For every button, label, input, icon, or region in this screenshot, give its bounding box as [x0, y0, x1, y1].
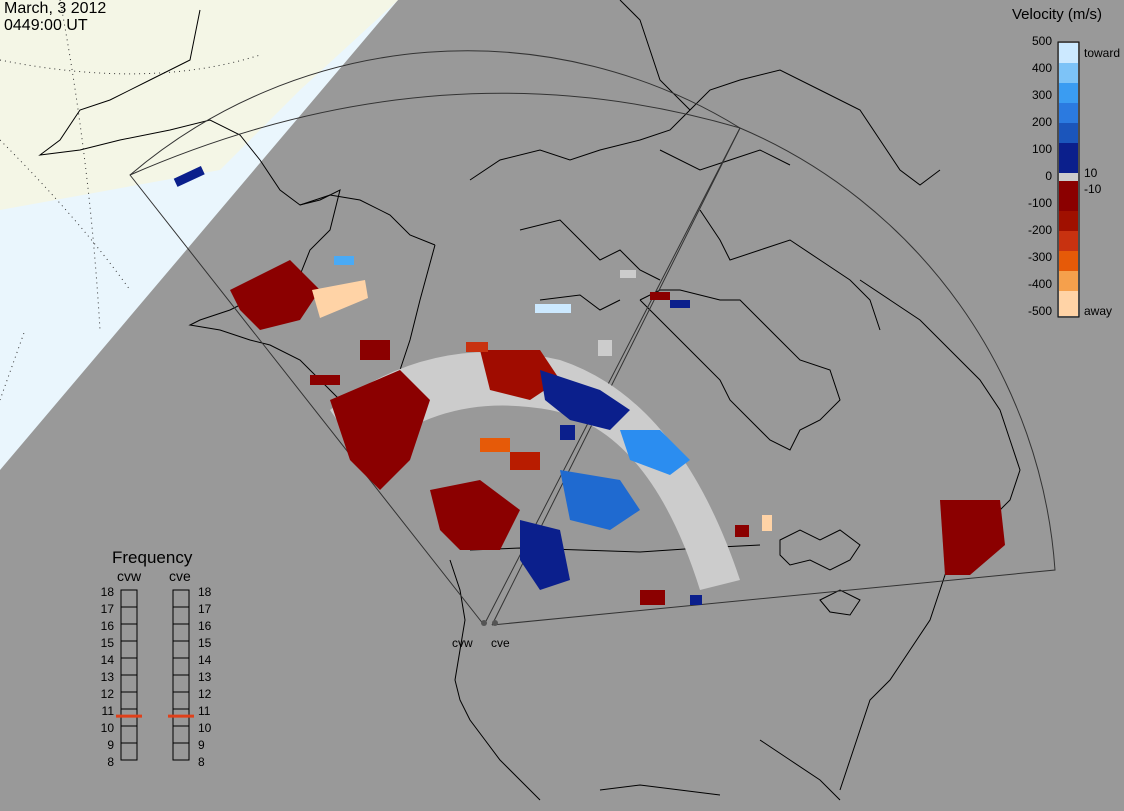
graticule	[0, 0, 261, 401]
frequency-tick-right: 18	[198, 585, 212, 599]
legend-tick-label: 400	[1031, 61, 1052, 75]
frequency-tick-right: 17	[198, 602, 212, 616]
site-label-cvw: cvw	[452, 636, 473, 650]
frequency-tick-left: 8	[107, 755, 114, 769]
frequency-tick-left: 12	[100, 687, 114, 701]
velocity-colorbar	[1057, 41, 1080, 318]
radar-fov	[129, 50, 1056, 626]
frequency-radar-cve: cve	[169, 568, 191, 584]
legend-tick-label: -300	[1027, 250, 1052, 264]
legend-threshold-neg: -10	[1084, 182, 1102, 196]
frequency-tick-left: 15	[100, 636, 114, 650]
frequency-title: Frequency	[112, 548, 193, 567]
frequency-tick-left: 16	[100, 619, 114, 633]
frequency-tick-right: 8	[198, 755, 205, 769]
legend-tick-label: 100	[1031, 142, 1052, 156]
frequency-tick-right: 15	[198, 636, 212, 650]
frequency-radar-cvw: cvw	[117, 568, 142, 584]
header-time: 0449:00 UT	[4, 17, 88, 34]
legend-toward-label: toward	[1084, 46, 1121, 60]
frequency-tick-right: 16	[198, 619, 212, 633]
frequency-tick-left: 13	[100, 670, 114, 684]
frequency-tick-left: 9	[107, 738, 114, 752]
legend-tick-label: 500	[1031, 34, 1052, 48]
frequency-tick-right: 14	[198, 653, 212, 667]
legend-tick-label: 300	[1031, 88, 1052, 102]
legend-tick-label: -400	[1027, 277, 1052, 291]
legend-tick-label: -200	[1027, 223, 1052, 237]
frequency-tick-left: 18	[100, 585, 114, 599]
velocity-toward-cells	[173, 166, 702, 605]
frequency-tick-right: 13	[198, 670, 212, 684]
header-date: March, 3 2012	[4, 0, 107, 17]
frequency-tick-right: 12	[198, 687, 212, 701]
frequency-tick-right: 9	[198, 738, 205, 752]
legend-threshold-pos: 10	[1084, 166, 1098, 180]
velocity-away-strong-cells	[312, 280, 772, 531]
frequency-tick-left: 17	[100, 602, 114, 616]
legend-tick-label: -100	[1027, 196, 1052, 210]
header-datetime: March, 3 2012 0449:00 UT	[4, 0, 106, 34]
legend-tick-label: 0	[1045, 169, 1052, 183]
frequency-tick-left: 14	[100, 653, 114, 667]
frequency-tick-left: 10	[100, 721, 114, 735]
radar-sites	[481, 620, 498, 626]
frequency-tick-right: 10	[198, 721, 212, 735]
frequency-bars	[116, 589, 194, 761]
legend-away-label: away	[1084, 304, 1113, 318]
frequency-tick-left: 11	[101, 704, 114, 718]
legend-tick-label: 200	[1031, 115, 1052, 129]
frequency-tick-right: 11	[198, 704, 211, 718]
legend-tick-label: -500	[1027, 304, 1052, 318]
legend-title: Velocity (m/s)	[1012, 6, 1103, 23]
velocity-away-cells	[230, 260, 1005, 605]
site-label-cve: cve	[491, 636, 510, 650]
daylight-land	[0, 0, 398, 210]
